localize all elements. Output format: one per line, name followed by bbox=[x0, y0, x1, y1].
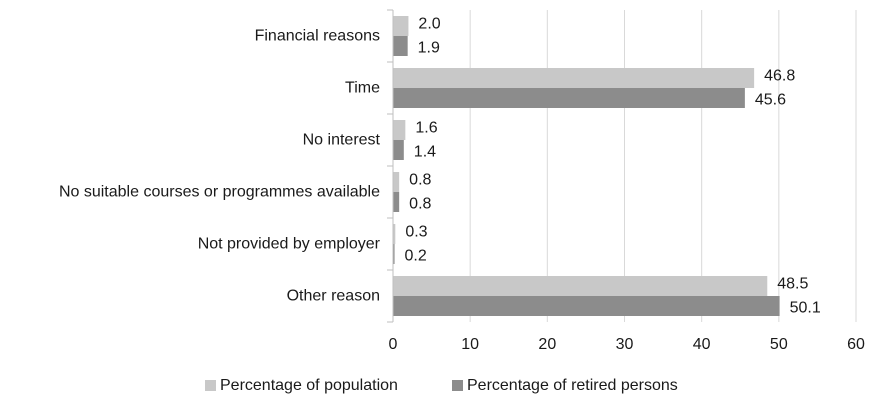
bar-percentage-of-population-no-suitable-courses-or-programmes-available bbox=[393, 172, 400, 192]
bar-percentage-of-population-time bbox=[393, 68, 755, 88]
x-tick-label-40: 40 bbox=[693, 336, 711, 353]
data-label-percentage-of-population-no-interest: 1.6 bbox=[415, 120, 437, 137]
bar-percentage-of-retired-persons-time bbox=[393, 88, 745, 108]
category-labels: Financial reasons Time No interest No suita… bbox=[59, 28, 381, 305]
category-label-time: Time bbox=[345, 80, 380, 97]
data-label-percentage-of-retired-persons-other-reason: 50.1 bbox=[790, 300, 821, 317]
bar-percentage-of-population-not-provided-by-employer bbox=[393, 224, 396, 244]
bars bbox=[393, 16, 780, 316]
x-tick-label-20: 20 bbox=[538, 336, 556, 353]
data-label-percentage-of-population-not-provided-by-employer: 0.3 bbox=[405, 224, 427, 241]
data-label-percentage-of-population-other-reason: 48.5 bbox=[777, 276, 808, 293]
bar-percentage-of-population-no-interest bbox=[393, 120, 406, 140]
data-label-percentage-of-retired-persons-time: 45.6 bbox=[755, 92, 786, 109]
bar-percentage-of-population-financial-reasons bbox=[393, 16, 409, 36]
bar-percentage-of-retired-persons-not-provided-by-employer bbox=[393, 244, 395, 264]
bar-percentage-of-retired-persons-no-interest bbox=[393, 140, 404, 160]
bar-percentage-of-retired-persons-no-suitable-courses-or-programmes-available bbox=[393, 192, 400, 212]
x-tick-label-60: 60 bbox=[847, 336, 865, 353]
data-label-percentage-of-retired-persons-no-interest: 1.4 bbox=[414, 144, 436, 161]
legend-label-percentage-of-population: Percentage of population bbox=[220, 377, 398, 394]
x-tick-labels: 0 10 20 30 40 50 60 bbox=[389, 336, 865, 353]
bar-percentage-of-retired-persons-financial-reasons bbox=[393, 36, 408, 56]
legend-swatch-percentage-of-retired-persons bbox=[452, 380, 463, 391]
data-label-percentage-of-population-financial-reasons: 2.0 bbox=[418, 16, 440, 33]
category-label-financial-reasons: Financial reasons bbox=[255, 28, 380, 45]
data-label-percentage-of-retired-persons-financial-reasons: 1.9 bbox=[418, 40, 440, 57]
legend: Percentage of population Percentage of re… bbox=[205, 377, 678, 394]
data-label-percentage-of-retired-persons-not-provided-by-employer: 0.2 bbox=[405, 248, 427, 265]
x-tick-label-10: 10 bbox=[461, 336, 479, 353]
bar-percentage-of-retired-persons-other-reason bbox=[393, 296, 780, 316]
x-tick-label-0: 0 bbox=[389, 336, 398, 353]
data-label-percentage-of-retired-persons-no-suitable-courses-or-programmes-available: 0.8 bbox=[409, 196, 431, 213]
x-tick-label-50: 50 bbox=[770, 336, 788, 353]
data-label-percentage-of-population-time: 46.8 bbox=[764, 68, 795, 85]
legend-swatch-percentage-of-population bbox=[205, 380, 216, 391]
category-label-no-interest: No interest bbox=[303, 132, 381, 149]
category-axis bbox=[387, 9, 394, 323]
category-label-other-reason: Other reason bbox=[287, 288, 380, 305]
category-label-no-suitable-courses-or-programmes-available: No suitable courses or programmes availa… bbox=[59, 184, 380, 201]
category-label-not-provided-by-employer: Not provided by employer bbox=[198, 236, 381, 253]
data-labels: 2.0 1.9 46.8 45.6 1.6 1.4 0.8 0.8 0.3 0.2 48.5 50.1 bbox=[405, 16, 821, 317]
legend-label-percentage-of-retired-persons: Percentage of retired persons bbox=[467, 377, 678, 394]
bar-percentage-of-population-other-reason bbox=[393, 276, 768, 296]
data-label-percentage-of-population-no-suitable-courses-or-programmes-available: 0.8 bbox=[409, 172, 431, 189]
x-tick-label-30: 30 bbox=[616, 336, 634, 353]
gridlines bbox=[469, 10, 857, 322]
